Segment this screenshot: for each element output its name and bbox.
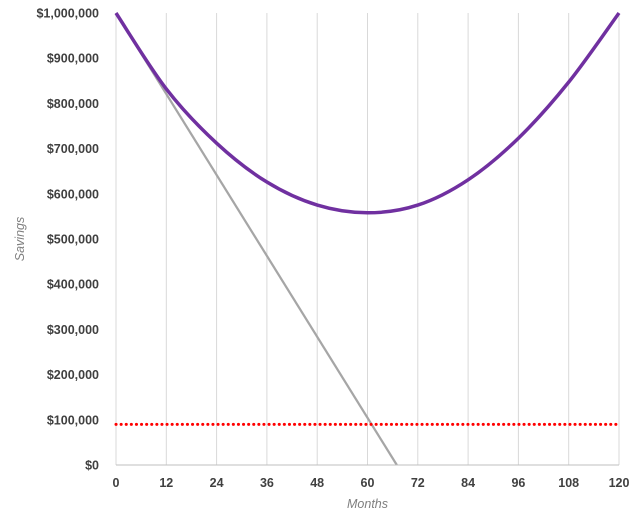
y-tick-label: $300,000 (47, 323, 99, 337)
y-axis-title: Savings (13, 217, 27, 261)
grid-lines (115, 13, 620, 465)
series-line (115, 12, 398, 466)
x-tick-labels: 0 12 24 36 48 60 72 84 96 108 120 (113, 476, 630, 490)
x-tick-label: 48 (310, 476, 324, 490)
x-tick-label: 108 (558, 476, 579, 490)
x-axis-title: Months (347, 497, 388, 511)
x-tick-label: 12 (159, 476, 173, 490)
x-tick-label: 84 (461, 476, 475, 490)
x-tick-label: 60 (361, 476, 375, 490)
y-tick-label: $1,000,000 (36, 7, 99, 21)
y-tick-labels: $0 $100,000 $200,000 $300,000 $400,000 $500,0… (36, 7, 99, 473)
y-tick-label: $400,000 (47, 278, 99, 292)
x-tick-label: 120 (609, 476, 630, 490)
y-tick-label: $200,000 (47, 368, 99, 382)
y-tick-label: $700,000 (47, 142, 99, 156)
series-line (114, 11, 621, 215)
x-tick-label: 72 (411, 476, 425, 490)
x-tick-label: 96 (511, 476, 525, 490)
y-tick-label: $600,000 (47, 187, 99, 201)
y-tick-label: $100,000 (47, 413, 99, 427)
series-lines (114, 11, 621, 466)
y-tick-label: $0 (85, 459, 99, 473)
x-tick-label: 0 (113, 476, 120, 490)
x-tick-label: 36 (260, 476, 274, 490)
y-tick-label: $800,000 (47, 97, 99, 111)
y-tick-label: $500,000 (47, 233, 99, 247)
x-tick-label: 24 (210, 476, 224, 490)
y-tick-label: $900,000 (47, 52, 99, 66)
